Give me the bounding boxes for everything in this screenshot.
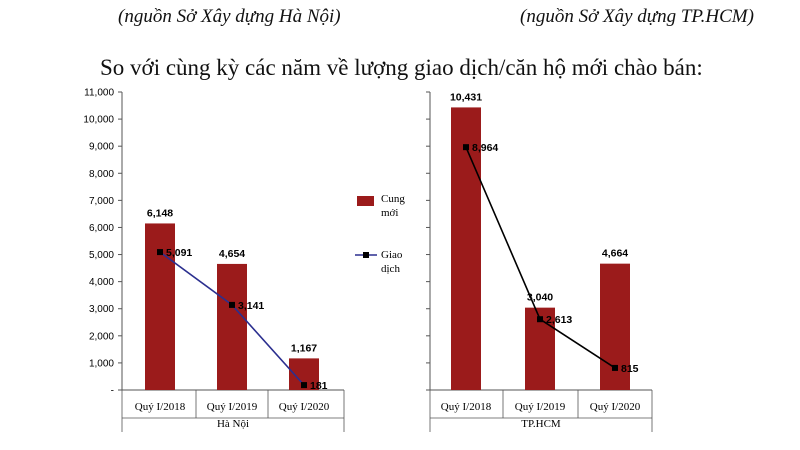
category-label: Quý I/2019 [515,401,566,413]
bar-hanoi-2 [217,263,247,390]
bar-data-label: 3,040 [527,292,553,304]
category-label: Quý I/2020 [279,401,330,413]
line-marker-hcm [537,316,543,323]
bar-data-label: 4,654 [219,248,245,260]
y-tick-label: 11,000 [84,88,114,99]
y-tick-label: 6,000 [89,223,114,234]
line-data-label: 8,964 [472,142,498,154]
legend-bar-swatch [357,196,374,206]
y-tick-label: - [111,386,114,397]
line-data-label: 181 [310,380,328,392]
y-tick-label: 3,000 [89,304,114,315]
line-marker-hcm [612,364,618,371]
legend-line-label: Giao [381,249,403,261]
y-tick-label: 4,000 [89,277,114,288]
source-note-hanoi: (nguồn Sở Xây dựng Hà Nội) [118,6,341,27]
y-tick-label: 1,000 [89,358,114,369]
category-label: Quý I/2019 [207,401,258,413]
legend-line-label: dịch [381,263,400,275]
line-data-label: 5,091 [166,247,192,259]
bar-data-label: 4,664 [602,248,628,260]
line-marker-hanoi [157,249,163,256]
line-marker-hanoi [301,382,307,389]
y-tick-label: 8,000 [89,169,114,180]
y-tick-label: 2,000 [89,331,114,342]
y-tick-label: 7,000 [89,196,114,207]
category-label: Quý I/2018 [135,401,186,413]
bar-data-label: 10,431 [450,91,482,103]
legend-bar-label: Cung [381,193,405,205]
group-label-hcm: TP.HCM [521,418,561,430]
bar-data-label: 6,148 [147,207,173,219]
category-label: Quý I/2018 [441,401,492,413]
line-data-label: 2,613 [546,314,572,326]
y-tick-label: 9,000 [89,142,114,153]
line-marker-hanoi [229,301,235,308]
line-data-label: 815 [621,363,639,375]
y-tick-label: 5,000 [89,250,114,261]
legend-line-marker [363,252,369,258]
legend-bar-label: mới [381,207,398,219]
source-note-hcm: (nguồn Sở Xây dựng TP.HCM) [520,6,754,27]
category-label: Quý I/2020 [590,401,641,413]
line-marker-hcm [463,144,469,151]
bar-data-label: 1,167 [291,342,317,354]
bar-hcm-1 [451,107,481,390]
y-tick-label: 10,000 [83,115,114,126]
headline: So với cùng kỳ các năm về lượng giao dịc… [100,55,703,80]
group-label-hanoi: Hà Nội [217,418,249,430]
line-data-label: 3,141 [238,300,264,312]
